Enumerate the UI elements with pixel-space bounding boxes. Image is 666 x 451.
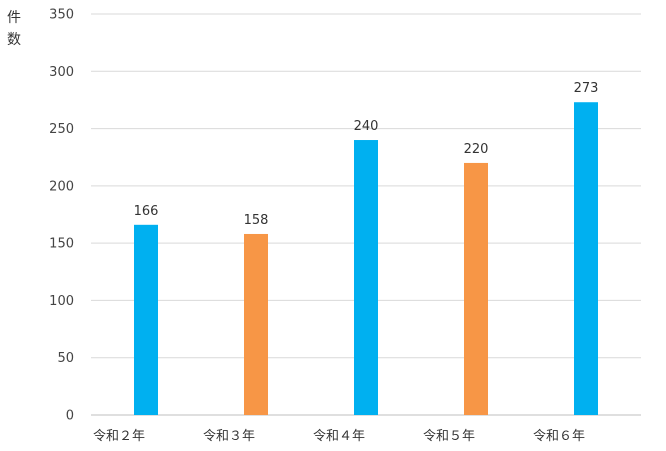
data-label: 273 (574, 81, 599, 96)
y-tick-label: 350 (49, 8, 74, 23)
x-tick-label: 令和６年 (533, 429, 585, 444)
data-label: 158 (244, 213, 269, 228)
y-tick-label: 250 (49, 122, 74, 137)
bar (464, 162, 488, 415)
bar (574, 102, 598, 415)
data-label: 220 (464, 142, 489, 157)
x-tick-label: 令和４年 (313, 429, 365, 444)
bar (244, 233, 268, 415)
y-tick-label: 300 (49, 65, 74, 80)
bar (354, 140, 378, 415)
x-tick-labels: 令和２年 令和３年 令和４年 令和５年 令和６年 (93, 429, 585, 444)
bars (134, 102, 598, 415)
data-labels: 166 158 240 220 273 (134, 81, 599, 228)
y-tick-label: 150 (49, 237, 74, 252)
y-tick-label: 0 (66, 409, 74, 424)
x-tick-label: 令和５年 (423, 429, 475, 444)
y-tick-label: 50 (57, 351, 74, 366)
data-label: 166 (134, 204, 159, 219)
y-tick-label: 200 (49, 179, 74, 194)
y-axis-label-char: 数 (7, 32, 21, 48)
y-axis-label-char: 件 (7, 10, 21, 26)
data-label: 240 (354, 119, 379, 134)
y-tick-labels: 0 50 100 150 200 250 300 350 (49, 8, 74, 424)
y-axis-label: 件数 (7, 10, 21, 48)
x-tick-label: 令和３年 (203, 429, 255, 444)
x-tick-label: 令和２年 (93, 429, 145, 444)
bar (134, 224, 158, 415)
y-tick-label: 100 (49, 294, 74, 309)
